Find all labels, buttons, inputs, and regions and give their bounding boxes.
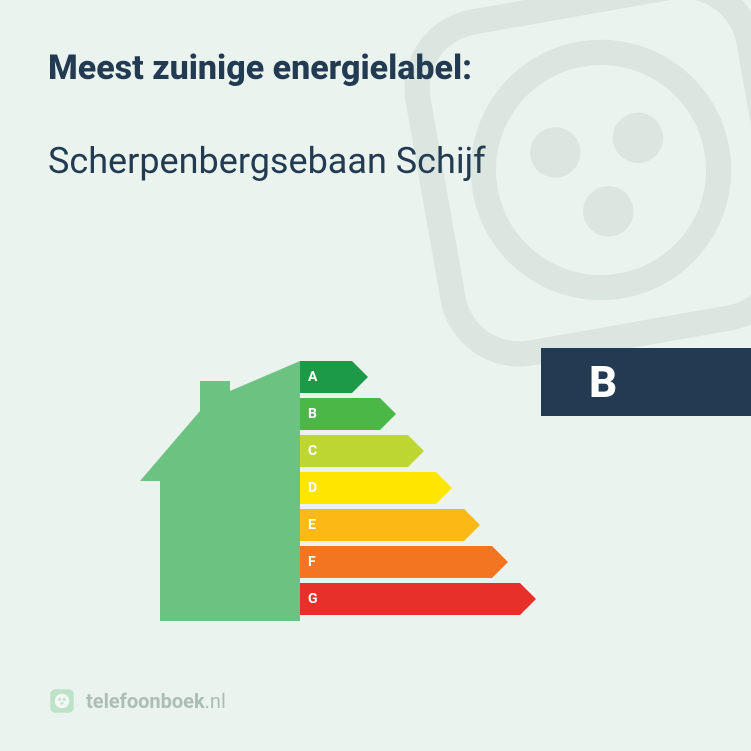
house-icon: [140, 361, 300, 621]
energy-bar-f: F: [300, 546, 536, 578]
bar-label: B: [308, 406, 317, 422]
bar-label: E: [308, 517, 316, 533]
footer-brand-name: telefoonboek: [86, 689, 205, 713]
energy-bar-c: C: [300, 435, 536, 467]
energy-label-card: Meest zuinige energielabel: Scherpenberg…: [0, 0, 751, 751]
footer: telefoonboek.nl: [48, 687, 226, 715]
footer-brand-tld: .nl: [205, 689, 226, 713]
bar-label: F: [308, 554, 316, 570]
footer-brand: telefoonboek.nl: [86, 689, 226, 713]
energy-bars: A B C D E F G: [300, 361, 536, 620]
energy-bar-e: E: [300, 509, 536, 541]
energy-bar-d: D: [300, 472, 536, 504]
energy-bar-a: A: [300, 361, 536, 393]
bar-label: D: [308, 480, 317, 496]
bar-label: G: [308, 591, 318, 607]
result-letter: B: [589, 356, 617, 408]
footer-logo-icon: [48, 687, 76, 715]
energy-bar-b: B: [300, 398, 536, 430]
energy-bar-g: G: [300, 583, 536, 615]
result-badge: B: [541, 348, 751, 416]
bar-label: A: [308, 369, 317, 385]
bar-label: C: [308, 443, 317, 459]
